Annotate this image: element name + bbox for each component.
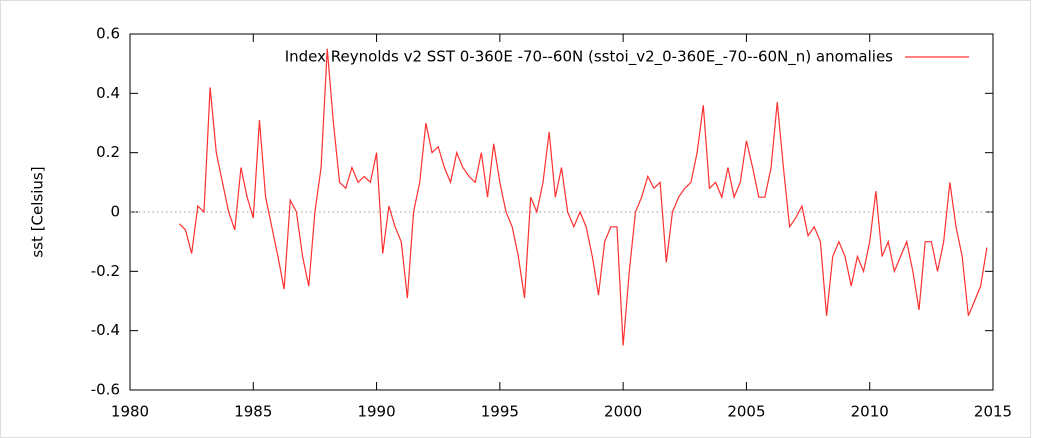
x-tick-label: 1995: [481, 403, 519, 421]
x-tick-label: 1985: [234, 403, 272, 421]
x-tick-label: 2000: [604, 403, 642, 421]
x-tick-label: 2015: [974, 403, 1012, 421]
y-tick-label: 0.2: [96, 143, 120, 161]
y-tick-label: -0.4: [91, 321, 120, 339]
y-tick-label: -0.6: [91, 381, 120, 399]
y-tick-label: 0.6: [96, 25, 120, 43]
y-tick-label: -0.2: [91, 262, 120, 280]
plot-border: [129, 33, 994, 391]
y-tick-label: 0.4: [96, 84, 120, 102]
x-tick-label: 1990: [357, 403, 395, 421]
y-axis-label: sst [Celsius]: [29, 166, 47, 257]
y-tick-label: 0: [110, 203, 120, 221]
legend-label: Index Reynolds v2 SST 0-360E -70--60N (s…: [285, 48, 893, 67]
x-tick-label: 1980: [111, 403, 149, 421]
x-tick-label: 2005: [727, 403, 765, 421]
data-line: [178, 48, 988, 346]
x-tick-label: 2010: [851, 403, 889, 421]
